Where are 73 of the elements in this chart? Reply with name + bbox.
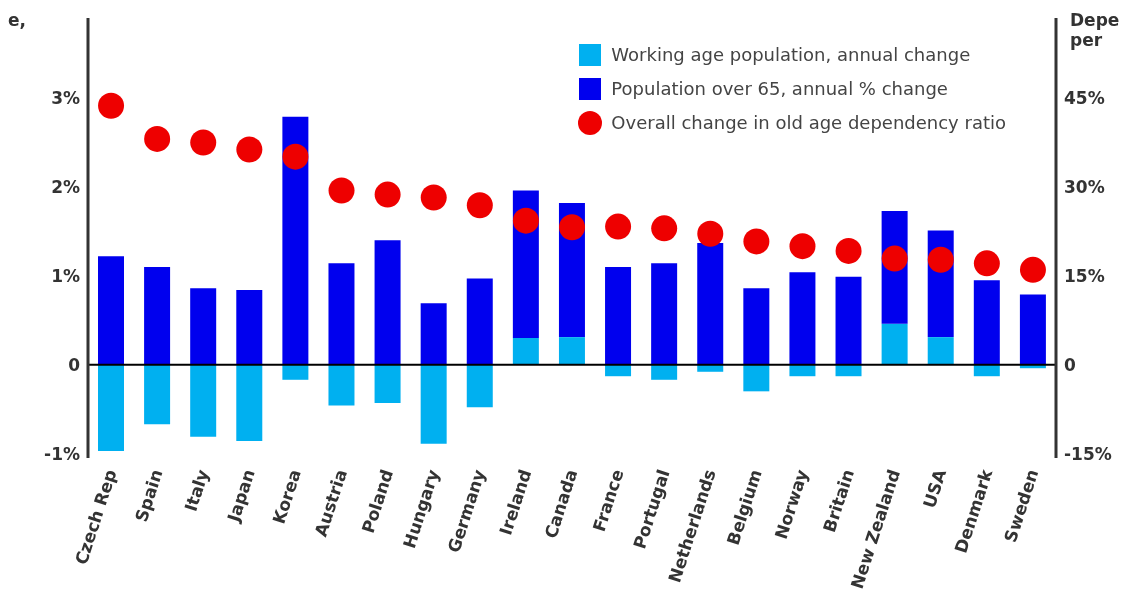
bar xyxy=(144,364,171,425)
legend-label: Overall change in old age dependency ratio xyxy=(611,111,1006,135)
bar xyxy=(743,364,770,392)
bar xyxy=(789,272,816,365)
bar xyxy=(144,266,171,365)
point xyxy=(789,233,816,260)
y-tick-label: 1% xyxy=(51,265,80,286)
point xyxy=(651,215,678,242)
bar xyxy=(190,288,217,365)
bar xyxy=(558,337,585,365)
point xyxy=(927,246,954,273)
bar xyxy=(236,364,263,442)
point xyxy=(282,143,309,170)
bar xyxy=(466,364,493,408)
y2-tick-label: -15% xyxy=(1064,443,1112,464)
bar xyxy=(98,364,124,451)
point xyxy=(374,181,401,208)
legend-label: Working age population, annual change xyxy=(611,43,971,67)
bar xyxy=(282,364,309,380)
bar xyxy=(973,280,1000,365)
y-tick-label: 3% xyxy=(51,88,80,109)
bar xyxy=(374,364,401,403)
bar xyxy=(328,364,355,406)
bar xyxy=(512,338,539,365)
legend-label: Population over 65, annual % change xyxy=(611,77,948,101)
x-tick-label: Czech Rep xyxy=(70,466,121,568)
x-tick-label: USA xyxy=(919,466,951,511)
bar xyxy=(282,116,309,365)
bar xyxy=(466,278,493,365)
point xyxy=(466,192,493,219)
bar xyxy=(328,263,355,365)
point xyxy=(190,129,217,156)
y-tick-label: 0 xyxy=(68,354,81,375)
x-tick-label: Japan xyxy=(222,466,259,525)
bar xyxy=(1019,294,1046,365)
x-tick-label: Spain xyxy=(130,466,167,525)
bar xyxy=(374,240,401,365)
bar xyxy=(236,290,263,365)
y-tick-label: -1% xyxy=(44,443,80,464)
bar xyxy=(98,256,124,365)
y2-tick-label: 30% xyxy=(1064,176,1105,197)
y2-tick-label: 0 xyxy=(1064,354,1076,375)
y-axis-title: e, xyxy=(8,10,26,30)
bar xyxy=(420,303,447,365)
point xyxy=(697,220,724,247)
point xyxy=(420,184,447,211)
bar xyxy=(743,288,770,365)
point xyxy=(559,214,585,241)
bar xyxy=(651,364,678,380)
point xyxy=(1019,256,1046,283)
bar xyxy=(835,276,862,365)
bar xyxy=(605,266,632,365)
y2-axis-title: Depe per xyxy=(1070,10,1121,50)
point xyxy=(98,92,125,119)
point xyxy=(743,228,770,255)
bar xyxy=(881,323,908,365)
y2-tick-label: 15% xyxy=(1064,265,1105,286)
point xyxy=(605,213,632,240)
bar xyxy=(697,242,724,365)
bar xyxy=(651,263,678,365)
point xyxy=(328,177,355,204)
bar xyxy=(927,337,954,365)
point xyxy=(973,250,1000,277)
x-tick-label: Italy xyxy=(180,466,213,514)
y-tick-label: 2% xyxy=(51,176,80,197)
bar xyxy=(420,364,447,444)
y2-tick-label: 45% xyxy=(1064,88,1105,109)
point xyxy=(512,207,539,234)
bar xyxy=(190,364,217,437)
point xyxy=(835,237,862,264)
point xyxy=(144,125,171,152)
point xyxy=(236,136,263,163)
point xyxy=(881,245,908,272)
